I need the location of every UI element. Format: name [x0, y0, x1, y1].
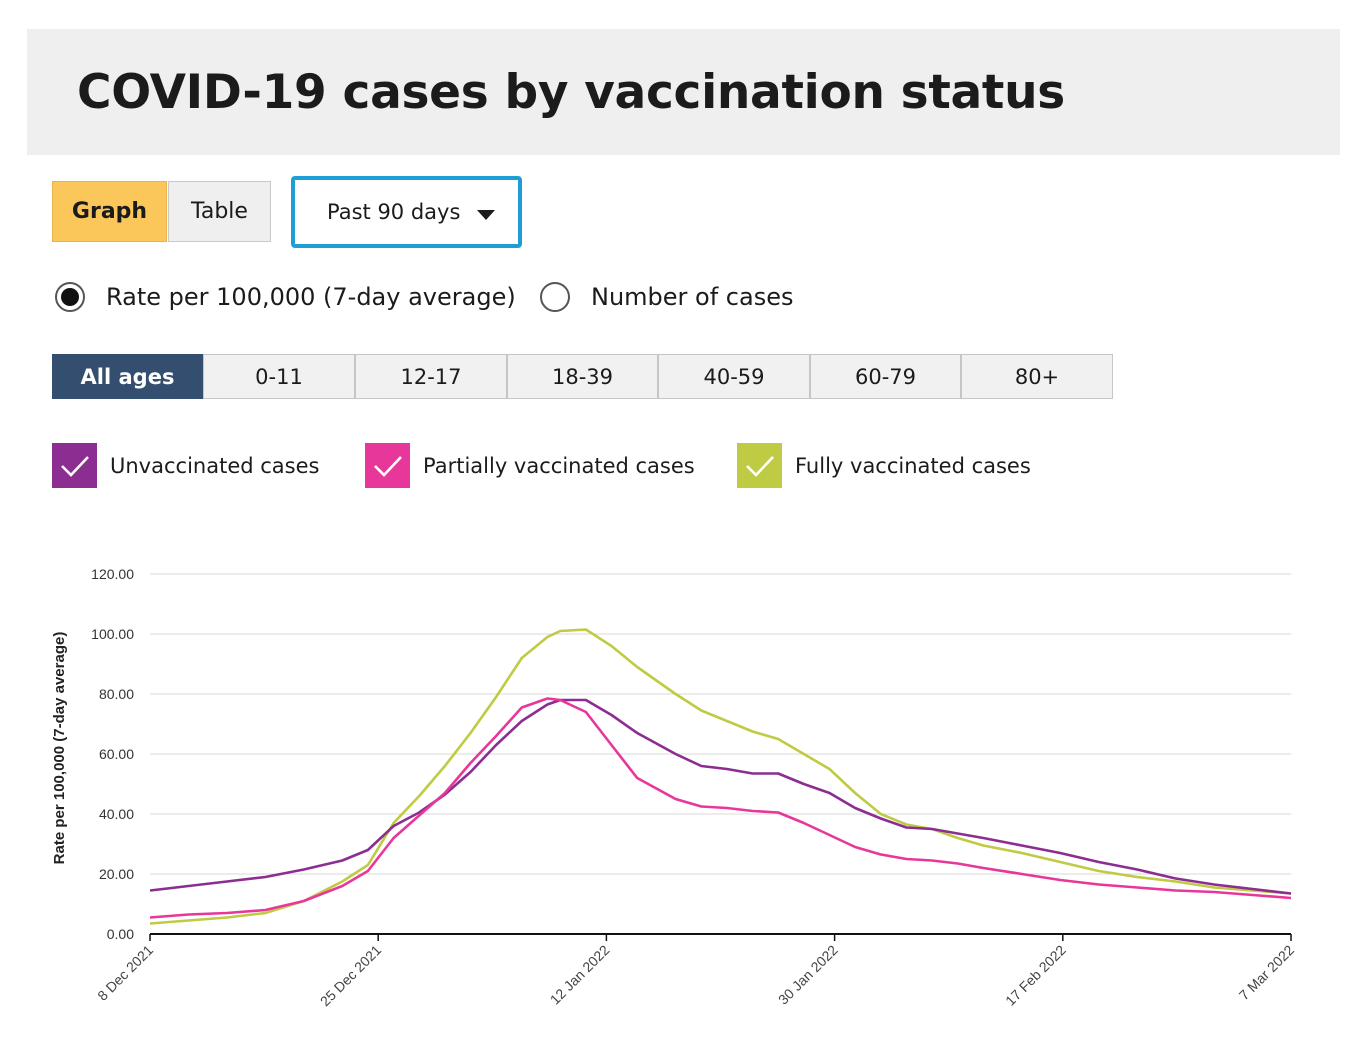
y-tick-label: 60.00: [99, 746, 134, 762]
legend-partially-vaccinated[interactable]: Partially vaccinated cases: [365, 443, 695, 488]
y-tick-label: 20.00: [99, 866, 134, 882]
age-tab-80-plus[interactable]: 80+: [961, 354, 1113, 399]
age-tab-40-59[interactable]: 40-59: [658, 354, 810, 399]
check-icon[interactable]: [365, 443, 410, 488]
radio-number-label: Number of cases: [591, 283, 794, 311]
y-tick-label: 40.00: [99, 806, 134, 822]
radio-unselected-icon[interactable]: [540, 282, 570, 312]
x-tick-label: 17 Feb 2022: [1002, 942, 1069, 1009]
graph-view-button[interactable]: Graph: [52, 181, 167, 242]
period-select-value: Past 90 days: [327, 200, 461, 224]
series-line-fully-vaccinated-cases: [150, 628, 1291, 925]
x-tick-label: 30 Jan 2022: [775, 942, 841, 1008]
age-tab-18-39[interactable]: 18-39: [507, 354, 658, 399]
y-tick-label: 0.00: [107, 926, 134, 942]
x-tick-label: 8 Dec 2021: [94, 942, 156, 1004]
y-tick-label: 120.00: [91, 566, 134, 582]
check-icon[interactable]: [52, 443, 97, 488]
y-axis-ticks: 0.00 20.00 40.00 60.00 80.00 100.00 120.00: [91, 566, 134, 942]
radio-rate[interactable]: Rate per 100,000 (7-day average): [55, 280, 516, 314]
age-tab-all[interactable]: All ages: [52, 354, 203, 399]
y-axis-label: Rate per 100,000 (7-day average): [51, 632, 68, 865]
line-chart: 0.00 20.00 40.00 60.00 80.00 100.00 120.00 8 D…: [51, 566, 1298, 1010]
page-header: COVID-19 cases by vaccination status: [27, 29, 1340, 155]
legend-unvaccinated[interactable]: Unvaccinated cases: [52, 443, 319, 488]
legend-fully-vaccinated[interactable]: Fully vaccinated cases: [737, 443, 1031, 488]
x-tick-label: 12 Jan 2022: [547, 942, 613, 1008]
chart-gridlines: [150, 573, 1291, 875]
y-tick-label: 80.00: [99, 686, 134, 702]
age-tab-60-79[interactable]: 60-79: [810, 354, 961, 399]
legend-label-unvaccinated: Unvaccinated cases: [110, 453, 320, 478]
page-title: COVID-19 cases by vaccination status: [77, 65, 1065, 120]
series-line-partially-vaccinated-cases: [150, 697, 1291, 919]
period-select[interactable]: Past 90 days: [291, 176, 522, 248]
legend-label-partially-vaccinated: Partially vaccinated cases: [423, 453, 695, 478]
x-axis: 8 Dec 2021 25 Dec 2021 12 Jan 2022 30 Jan 2…: [94, 933, 1298, 1010]
age-tab-12-17[interactable]: 12-17: [355, 354, 507, 399]
series-line-unvaccinated-cases: [150, 698, 1291, 895]
caret-down-icon: [477, 210, 495, 220]
y-tick-label: 100.00: [91, 626, 134, 642]
legend-label-fully-vaccinated: Fully vaccinated cases: [795, 453, 1031, 478]
radio-number[interactable]: Number of cases: [540, 280, 793, 314]
x-tick-label: 7 Mar 2022: [1236, 942, 1298, 1004]
radio-rate-label: Rate per 100,000 (7-day average): [106, 283, 516, 311]
radio-selected-icon[interactable]: [55, 282, 85, 312]
age-tab-0-11[interactable]: 0-11: [203, 354, 355, 399]
x-tick-label: 25 Dec 2021: [317, 942, 385, 1010]
chart-series: [150, 628, 1291, 925]
table-view-button[interactable]: Table: [168, 181, 271, 242]
check-icon[interactable]: [737, 443, 782, 488]
